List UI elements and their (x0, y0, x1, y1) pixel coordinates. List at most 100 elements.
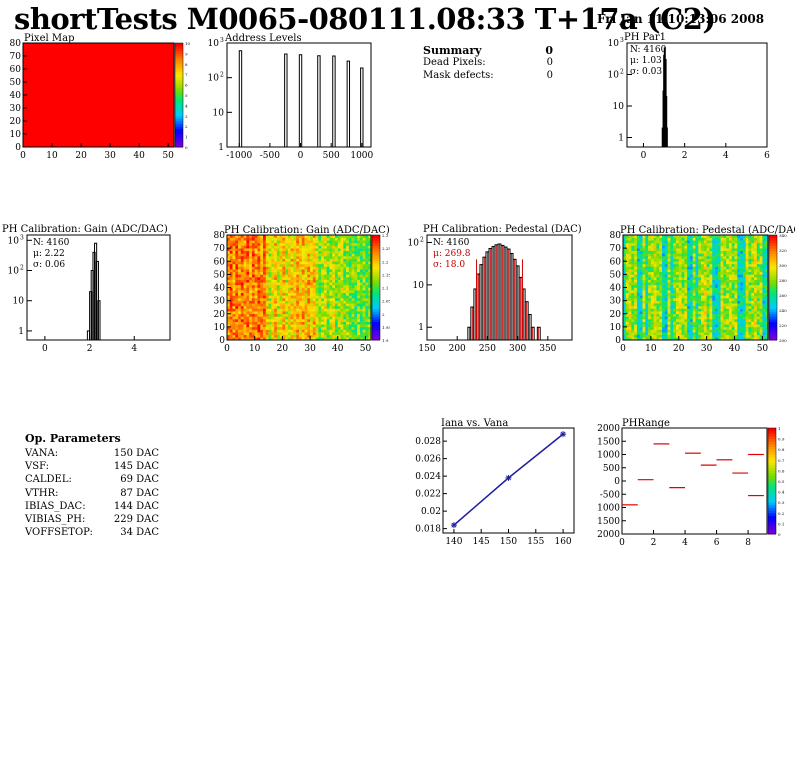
colorbar-cell (769, 258, 777, 262)
heatmap-cell (362, 271, 366, 275)
heatmap-cell (287, 337, 291, 341)
heatmap-cell (318, 316, 322, 320)
heatmap-cell (673, 287, 677, 291)
colorbar-cell (372, 324, 380, 328)
heatmap-cell (695, 274, 699, 278)
colorbar-cell (175, 102, 183, 106)
heatmap-cell (653, 303, 657, 307)
heatmap-cell (754, 248, 758, 252)
heatmap-cell (720, 263, 724, 267)
heatmap-cell (299, 295, 303, 299)
heatmap-cell (335, 277, 339, 280)
heatmap-cell (748, 326, 752, 330)
heatmap-cell (323, 277, 327, 280)
heatmap-cell (754, 256, 758, 259)
heatmap-cell (698, 316, 702, 320)
heatmap-cell (318, 253, 322, 257)
heatmap-cell (659, 261, 663, 265)
heatmap-cell (257, 329, 261, 333)
heatmap-cell (684, 277, 688, 280)
heatmap-cell (251, 303, 255, 307)
heatmap-cell (731, 334, 735, 338)
heatmap-cell (249, 311, 253, 315)
heatmap-cell (720, 313, 724, 317)
heatmap-cell (698, 248, 702, 252)
colorbar-cell (768, 507, 776, 511)
heatmap-cell (287, 308, 291, 312)
heatmap-cell (276, 240, 280, 244)
heatmap-cell (282, 311, 286, 315)
heatmap-cell (351, 284, 355, 288)
heatmap-cell (246, 274, 250, 278)
heatmap-cell (678, 282, 682, 286)
heatmap-cell (307, 245, 311, 249)
heatmap-cell (337, 274, 341, 278)
heatmap-cell (664, 334, 668, 338)
heatmap-cell (271, 240, 275, 244)
heatmap-cell (631, 287, 635, 291)
heatmap-cell (762, 284, 766, 288)
heatmap-cell (723, 316, 727, 320)
heatmap-cell (742, 258, 746, 262)
heatmap-cell (343, 324, 347, 328)
heatmap-cell (631, 263, 635, 267)
heatmap-cell (662, 337, 666, 341)
heatmap-cell (751, 250, 755, 254)
heatmap-cell (307, 284, 311, 288)
heatmap-cell (662, 269, 666, 273)
heatmap-cell (362, 332, 366, 336)
heatmap-cell (346, 290, 350, 294)
heatmap-cell (717, 258, 721, 262)
heatmap-cell (293, 256, 297, 259)
heatmap-cell (329, 316, 333, 320)
heatmap-cell (653, 271, 657, 275)
heatmap-cell (656, 245, 660, 249)
heatmap-cell (232, 245, 236, 249)
heatmap-cell (227, 253, 231, 257)
heatmap-cell (670, 329, 674, 333)
heatmap-cell (701, 274, 705, 278)
heatmap-cell (642, 250, 646, 254)
heatmap-cell (673, 319, 677, 322)
heatmap-cell (229, 266, 233, 270)
heatmap-cell (667, 277, 671, 280)
heatmap-cell (268, 292, 272, 296)
heatmap-cell (351, 248, 355, 252)
heatmap-cell (365, 261, 369, 265)
heatmap-cell (762, 329, 766, 333)
heatmap-cell (251, 261, 255, 265)
heatmap-cell (678, 313, 682, 317)
heatmap-cell (368, 245, 372, 249)
heatmap-cell (648, 308, 652, 312)
heatmap-cell (759, 308, 763, 312)
heatmap-cell (329, 263, 333, 267)
heatmap-cell (299, 245, 303, 249)
heatmap-cell (240, 292, 244, 296)
heatmap-cell (675, 337, 680, 341)
heatmap-cell (254, 242, 258, 246)
heatmap-cell (687, 311, 691, 315)
heatmap-cell (227, 237, 231, 241)
heatmap-cell (343, 258, 347, 262)
heatmap-cell (648, 284, 652, 288)
heatmap-cell (323, 282, 327, 286)
heatmap-cell (276, 295, 280, 299)
colorbar-cell (768, 518, 776, 522)
heatmap-cell (650, 274, 654, 278)
heatmap-cell (279, 284, 283, 288)
heatmap-cell (709, 271, 713, 275)
heatmap-cell (304, 292, 308, 296)
heatmap-cell (265, 269, 269, 273)
heatmap-cell (662, 266, 666, 270)
heatmap-cell (634, 279, 638, 283)
heatmap-cell (703, 261, 707, 265)
heatmap-cell (310, 290, 314, 294)
heatmap-cell (653, 242, 657, 246)
heatmap-cell (287, 311, 291, 315)
heatmap-cell (301, 337, 305, 341)
heatmap-cell (254, 313, 258, 317)
heatmap-cell (348, 329, 352, 333)
heatmap-cell (307, 326, 311, 330)
heatmap-cell (296, 261, 300, 265)
heatmap-cell (307, 279, 311, 283)
